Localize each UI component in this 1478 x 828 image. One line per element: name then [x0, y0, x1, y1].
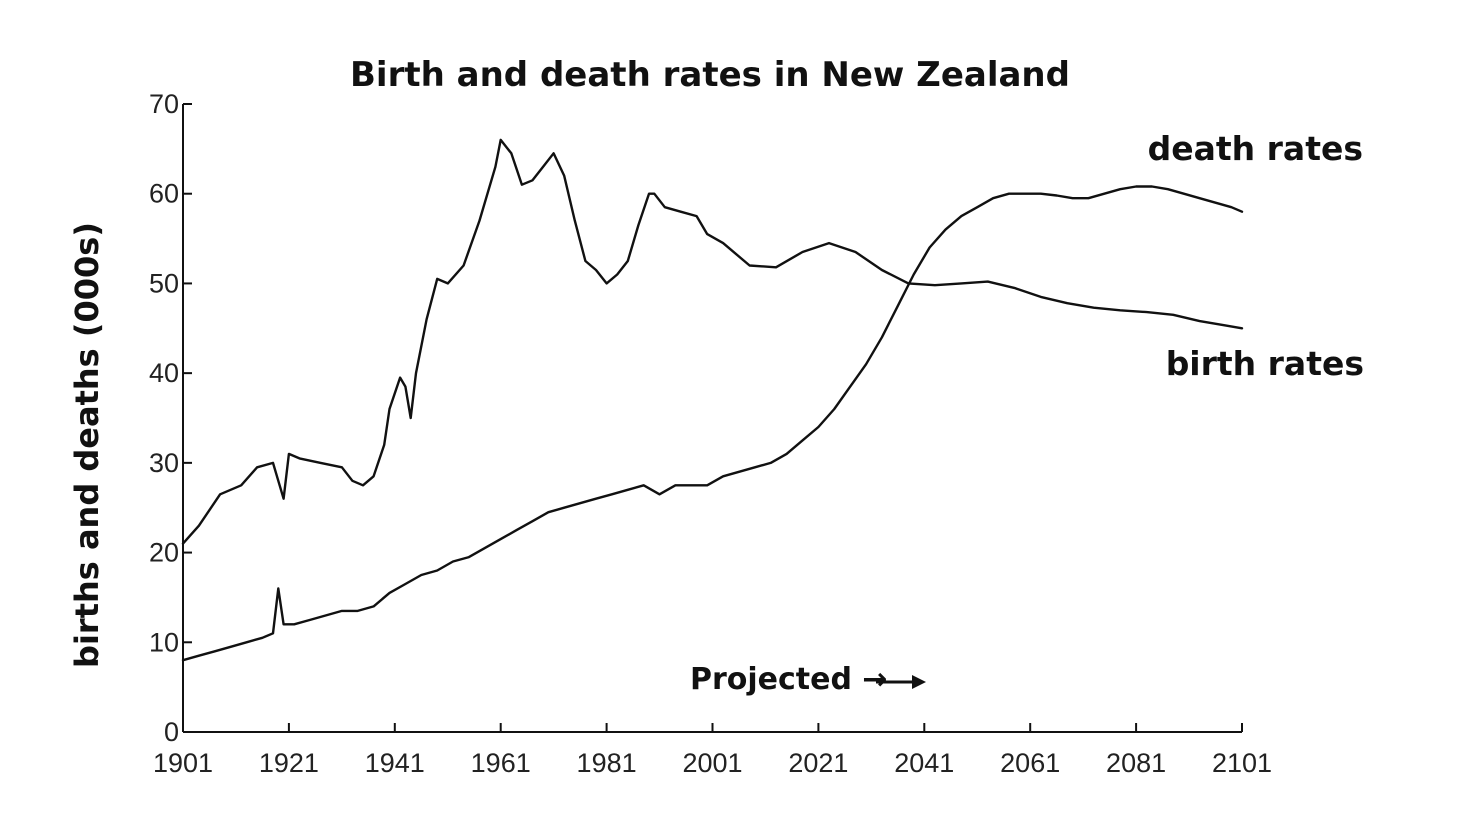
x-tick-label: 2001: [682, 748, 742, 778]
x-tick-label: 1921: [259, 748, 319, 778]
x-tick-label: 2081: [1106, 748, 1166, 778]
y-tick-label: 50: [149, 268, 179, 298]
y-tick-label: 60: [149, 179, 179, 209]
y-tick-label: 70: [149, 89, 179, 119]
y-tick-label: 40: [149, 358, 179, 388]
x-tick-label: 1961: [471, 748, 531, 778]
chart-title: Birth and death rates in New Zealand: [350, 55, 1070, 95]
x-tick-label: 1941: [365, 748, 425, 778]
y-tick-label: 0: [164, 717, 179, 747]
y-axis-label: births and deaths (000s): [68, 222, 106, 668]
x-tick-label: 2021: [788, 748, 848, 778]
series-label-death-rates: death rates: [1148, 129, 1363, 168]
y-tick-label: 10: [149, 627, 179, 657]
series-line-death-rates: [181, 185, 1244, 662]
series-line-birth-rates: [181, 138, 1244, 545]
projected-annotation: Projected →: [690, 662, 888, 697]
projected-arrow-icon: [912, 675, 926, 689]
x-tick-label: 1901: [153, 748, 213, 778]
x-tick-label: 2041: [894, 748, 954, 778]
series-layer: [181, 138, 1244, 662]
x-tick-label: 2101: [1212, 748, 1272, 778]
x-tick-label: 1981: [577, 748, 637, 778]
y-ticks: 0 10 20 30 40 50 60 70: [149, 89, 192, 747]
x-tick-label: 2061: [1000, 748, 1060, 778]
y-tick-label: 20: [149, 538, 179, 568]
y-tick-label: 30: [149, 448, 179, 478]
series-label-birth-rates: birth rates: [1166, 344, 1364, 383]
x-ticks: 1901 1921 1941 1961 1981 2001 2021 2041 2061 2081…: [153, 723, 1272, 778]
